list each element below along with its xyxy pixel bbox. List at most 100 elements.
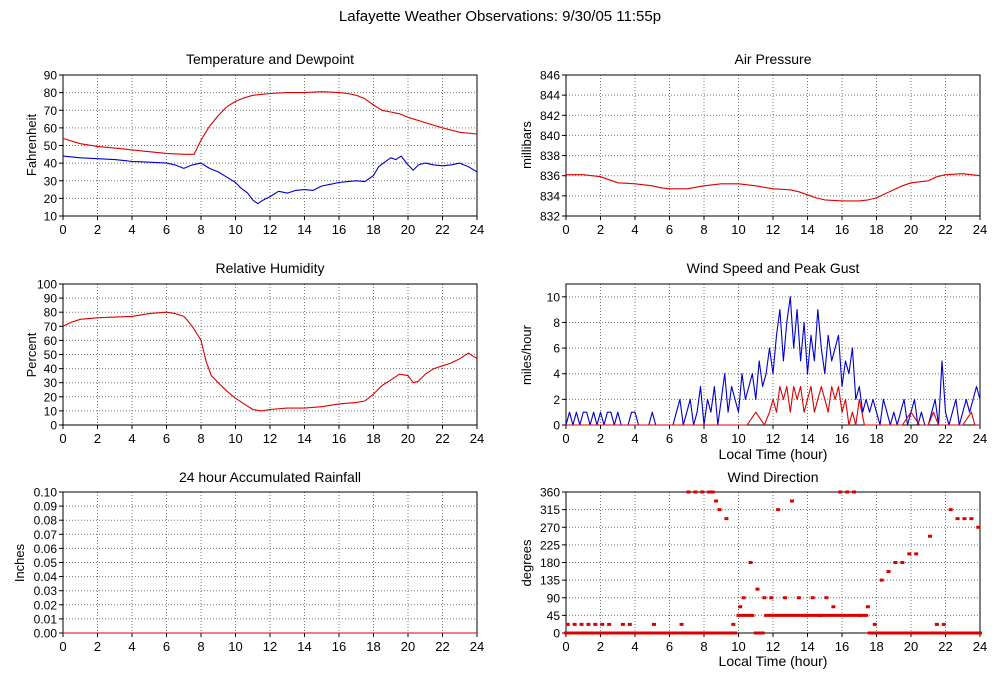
wind-direction-point: [960, 631, 965, 635]
x-tick-label: 0: [59, 639, 66, 654]
wind-direction-point: [858, 613, 863, 617]
y-tick-label: 10: [547, 290, 561, 304]
chart-title: Wind Speed and Peak Gust: [687, 260, 860, 276]
x-tick-label: 6: [666, 222, 673, 237]
y-tick-label: 50: [44, 348, 58, 362]
wind-direction-point: [902, 631, 907, 635]
x-tick-label: 4: [128, 222, 135, 237]
x-tick-label: 4: [631, 639, 638, 654]
wind-direction-point: [852, 490, 857, 494]
y-tick-label: 70: [44, 104, 58, 118]
chart-title: Wind Direction: [727, 469, 818, 485]
x-tick-label: 2: [597, 222, 604, 237]
wind-direction-point: [824, 596, 829, 600]
wind-direction-point: [710, 490, 715, 494]
wind-direction-point: [670, 631, 675, 635]
wind-direction-point: [646, 631, 651, 635]
x-tick-label: 16: [835, 431, 849, 446]
x-tick-label: 6: [163, 431, 170, 446]
y-tick-label: 135: [540, 574, 560, 588]
y-tick-label: 0.02: [34, 598, 58, 612]
x-tick-label: 24: [973, 639, 987, 654]
wind-direction-point: [864, 613, 869, 617]
y-axis-label: miles/hour: [519, 324, 534, 385]
wind-direction-point: [774, 613, 779, 617]
wind-direction-point: [586, 622, 591, 626]
wind-direction-point: [719, 631, 724, 635]
wind-direction-point: [705, 631, 710, 635]
wind-direction-point: [731, 622, 736, 626]
wind-direction-point: [724, 517, 729, 521]
wind-direction-point: [845, 490, 850, 494]
wind-direction-point: [653, 631, 658, 635]
y-tick-label: 0.00: [34, 627, 58, 641]
wind-direction-point: [929, 631, 934, 635]
wind-direction-point: [595, 631, 600, 635]
wind-direction-point: [762, 596, 767, 600]
wind-direction-point: [755, 587, 760, 591]
wind-direction-point: [615, 631, 620, 635]
wind-direction-point: [840, 613, 844, 617]
x-tick-label: 22: [938, 431, 952, 446]
wind-direction-point: [888, 631, 893, 635]
x-tick-label: 14: [297, 431, 311, 446]
x-tick-label: 8: [700, 222, 707, 237]
y-tick-label: 838: [540, 149, 560, 163]
wind-direction-point: [750, 613, 755, 617]
wind-direction-point: [651, 622, 656, 626]
wind-direction-point: [865, 605, 870, 609]
x-tick-label: 18: [366, 639, 380, 654]
wind-direction-point: [969, 517, 974, 521]
x-tick-label: 22: [435, 431, 449, 446]
x-tick-label: 6: [163, 222, 170, 237]
x-tick-label: 14: [800, 639, 814, 654]
wind-direction-point: [784, 613, 789, 617]
wind-direction-point: [738, 605, 743, 609]
y-tick-label: 10: [44, 210, 58, 224]
x-tick-label: 14: [800, 431, 814, 446]
wind-direction-point: [795, 613, 800, 617]
wind-direction-point: [817, 613, 822, 617]
wind-direction-point: [886, 570, 891, 574]
wind-dir-chart: 0 2 4 6 8 10 12 14 16 18 20 22 240459013518022527031…: [519, 469, 987, 669]
wind-direction-point: [598, 631, 603, 635]
wind-direction-point: [788, 613, 793, 617]
wind-direction-point: [643, 631, 648, 635]
wind-direction-point: [822, 613, 827, 617]
y-tick-label: 40: [44, 362, 58, 376]
y-tick-label: 80: [44, 86, 58, 100]
wind-direction-point: [898, 631, 903, 635]
x-tick-label: 16: [332, 222, 346, 237]
wind-direction-point: [978, 631, 982, 635]
wind-direction-point: [584, 631, 589, 635]
wind-direction-point: [836, 613, 841, 617]
x-tick-label: 8: [700, 431, 707, 446]
wind-direction-point: [639, 631, 644, 635]
x-tick-label: 0: [562, 639, 569, 654]
wind-direction-point: [581, 631, 586, 635]
y-tick-label: 2: [553, 393, 560, 407]
x-tick-label: 18: [869, 222, 883, 237]
x-tick-label: 14: [800, 222, 814, 237]
y-tick-label: 0.01: [34, 612, 58, 626]
y-axis-label: Inches: [12, 543, 27, 582]
wind-direction-point: [612, 631, 617, 635]
temp-series-red: [62, 91, 478, 155]
wind-direction-point: [943, 631, 948, 635]
wind-direction-point: [707, 490, 712, 494]
wind-direction-point: [667, 631, 672, 635]
x-tick-label: 4: [631, 222, 638, 237]
chart-title: 24 hour Accumulated Rainfall: [179, 469, 361, 485]
y-tick-label: 0: [50, 419, 57, 433]
y-tick-label: 180: [540, 556, 560, 570]
wind-direction-point: [884, 631, 889, 635]
wind-direction-point: [619, 631, 624, 635]
wind-direction-point: [664, 631, 669, 635]
wind-direction-point: [627, 622, 632, 626]
x-tick-label: 6: [163, 639, 170, 654]
x-tick-label: 4: [128, 431, 135, 446]
x-axis-label: Local Time (hour): [719, 653, 828, 669]
wind-direction-point: [867, 631, 872, 635]
wind-direction-point: [607, 622, 612, 626]
